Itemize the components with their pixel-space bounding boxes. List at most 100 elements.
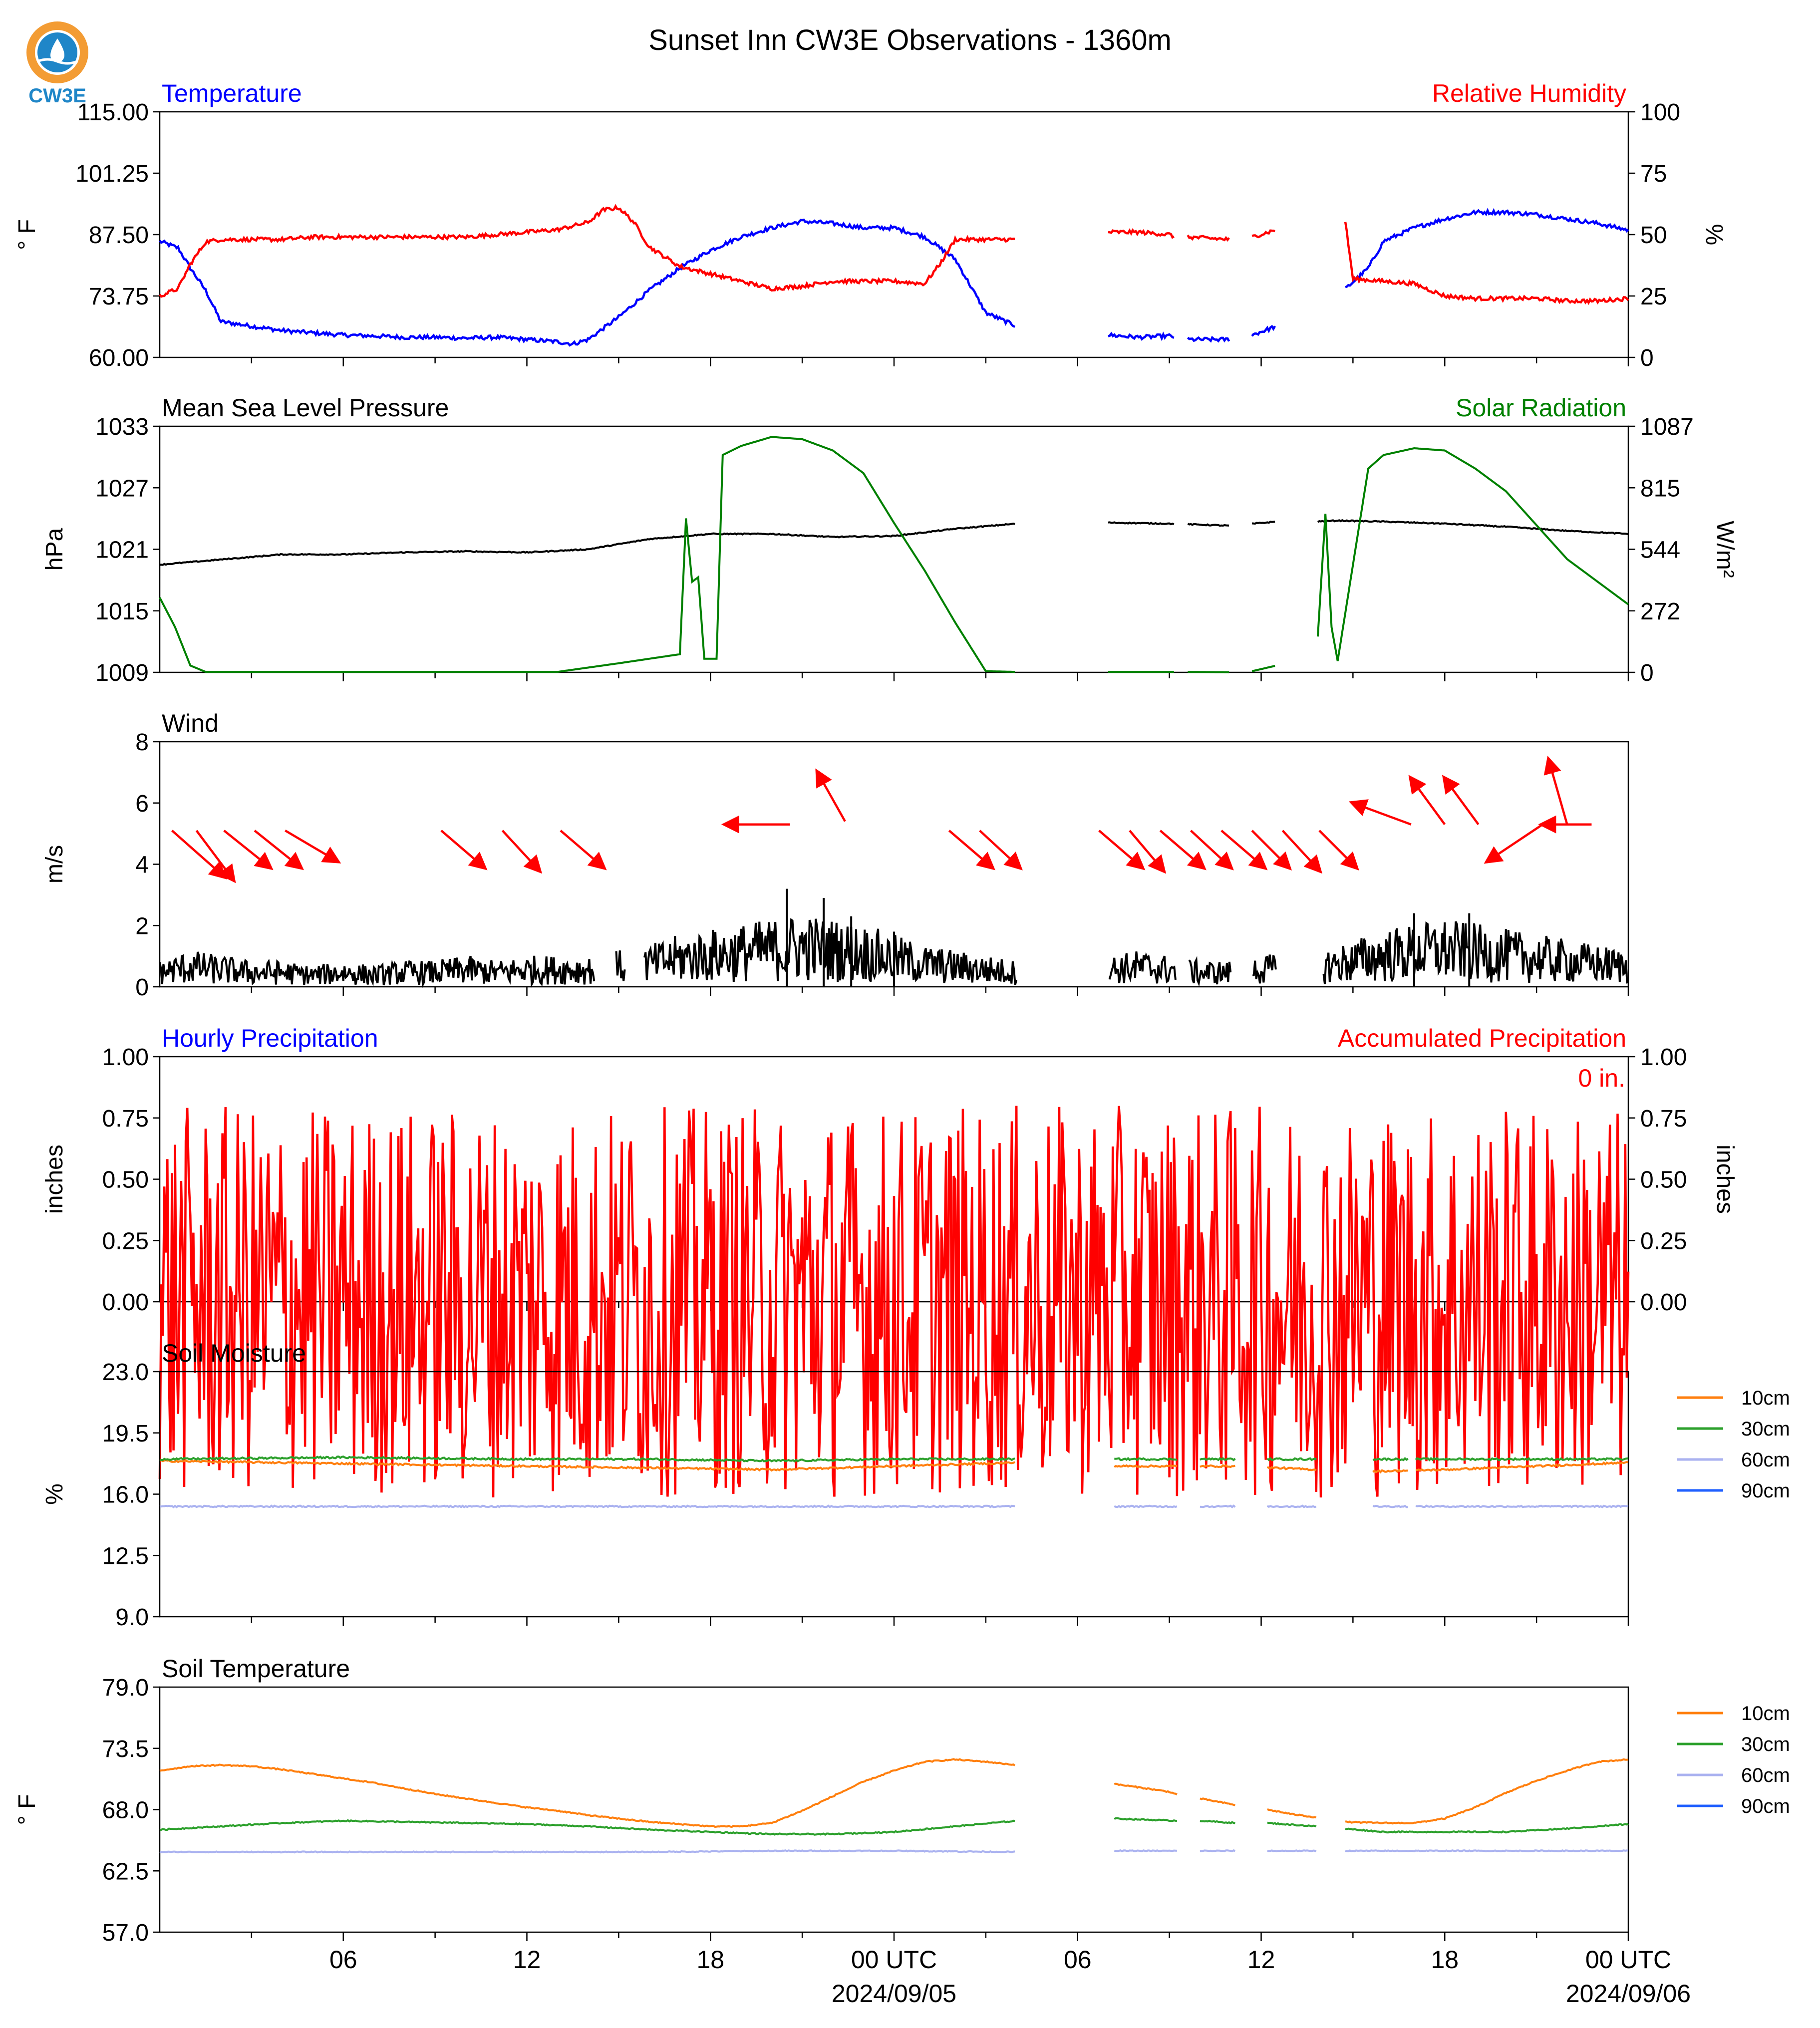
wind-direction-arrow xyxy=(1129,830,1167,874)
y-tick-label-right: 1087 xyxy=(1640,414,1694,440)
panels-container: Temperature Relative Humidity60.0073.7587… xyxy=(14,79,1790,1946)
panel-title-left: Temperature xyxy=(162,79,302,107)
panel-title-left: Wind xyxy=(162,709,219,737)
y-tick-label-left: 115.00 xyxy=(77,99,149,126)
panel-title-left: Soil Temperature xyxy=(162,1655,350,1683)
wind-direction-arrow xyxy=(560,830,607,870)
x-tick-label: 06 xyxy=(329,1946,357,1974)
y-tick-label-left: 16.0 xyxy=(102,1482,149,1508)
wind-direction-arrow xyxy=(1543,756,1568,825)
wind-direction-arrow xyxy=(254,830,304,870)
y-axis-label-right: % xyxy=(1701,224,1727,246)
wind-direction-arrow xyxy=(285,830,341,864)
series-humidity xyxy=(158,1106,1630,1498)
x-tick-label: 18 xyxy=(696,1946,724,1974)
legend-label-60cm: 60cm xyxy=(1741,1764,1790,1786)
y-tick-label-left: 1009 xyxy=(95,660,149,686)
panel-soil-temperature: Soil Temperature 57.0 62.5 68.0 73.5 79.0 ° F 1… xyxy=(14,1655,1790,1946)
series-soil_30cm xyxy=(159,1817,1629,1836)
y-tick-label-left: 4 xyxy=(135,852,149,878)
y-axis-label-left: % xyxy=(41,1483,68,1505)
legend-label-10cm: 10cm xyxy=(1741,1387,1790,1409)
y-tick-label-right: 272 xyxy=(1640,598,1680,625)
y-tick-label-left: 87.50 xyxy=(89,222,149,249)
wind-direction-arrow xyxy=(815,768,846,822)
y-tick-label-left: 8 xyxy=(135,729,149,756)
wind-direction-arrow xyxy=(1251,830,1292,871)
x-tick-label: 06 xyxy=(1064,1946,1092,1974)
wind-direction-arrow xyxy=(440,830,488,870)
y-axis-label-left: ° F xyxy=(14,1794,40,1825)
y-tick-label-left: 73.75 xyxy=(89,284,149,310)
panel-title-right: Accumulated Precipitation xyxy=(1338,1024,1626,1052)
y-tick-label-right: 0.50 xyxy=(1640,1167,1687,1193)
y-tick-label-left: 79.0 xyxy=(102,1675,149,1701)
legend-label-30cm: 30cm xyxy=(1741,1734,1790,1755)
y-tick-label-right: 0 xyxy=(1640,345,1654,371)
y-tick-label-right: 75 xyxy=(1640,161,1667,187)
series-soil_10cm xyxy=(159,1758,1629,1828)
panel-temperature-humidity: Temperature Relative Humidity 60.00 73.75 87… xyxy=(14,79,1727,371)
series-temperature xyxy=(159,208,1629,347)
y-tick-label-right: 100 xyxy=(1640,99,1680,126)
y-axis-label-left: ° F xyxy=(14,219,40,250)
x-tick-label: 12 xyxy=(513,1946,541,1974)
wind-direction-arrow xyxy=(948,830,995,870)
x-date-label: 2024/09/06 xyxy=(1566,1980,1691,2008)
wind-direction-arrow xyxy=(1159,830,1207,870)
x-tick-label: 18 xyxy=(1431,1946,1459,1974)
y-tick-label-right: 1.00 xyxy=(1640,1044,1687,1071)
logo-drop-icon xyxy=(50,38,64,62)
y-tick-label-left: 0 xyxy=(135,974,149,1001)
legend: 10cm 30cm 60cm 90cm xyxy=(1677,1703,1790,1817)
panel-title-left: Soil Moisture xyxy=(162,1339,306,1367)
x-tick-label: 00 UTC xyxy=(1585,1946,1671,1974)
y-tick-label-left: 23.0 xyxy=(102,1359,149,1386)
accumulated-precip-annotation: 0 in. xyxy=(1578,1064,1625,1092)
y-tick-label-left: 0.00 xyxy=(102,1289,149,1316)
wind-direction-arrow xyxy=(1442,775,1480,826)
series-pressure xyxy=(159,519,1629,566)
wind-direction-arrow xyxy=(1318,830,1359,871)
wind-direction-arrow xyxy=(1408,775,1446,826)
y-tick-label-left: 62.5 xyxy=(102,1858,149,1885)
y-tick-label-left: 12.5 xyxy=(102,1543,149,1569)
y-tick-label-right: 0 xyxy=(1640,660,1654,686)
cw3e-logo: CW3E xyxy=(26,21,88,107)
y-tick-label-left: 9.0 xyxy=(115,1604,149,1631)
y-tick-label-left: 0.50 xyxy=(102,1167,149,1193)
y-tick-label-left: 60.00 xyxy=(89,345,149,371)
logo-text: CW3E xyxy=(28,85,86,107)
y-tick-label-left: 1.00 xyxy=(102,1044,149,1071)
y-tick-label-left: 2 xyxy=(135,913,149,939)
y-tick-label-right: 50 xyxy=(1640,222,1667,249)
legend-label-90cm: 90cm xyxy=(1741,1795,1790,1817)
panel-precipitation: Hourly Precipitation Accumulated Precipit… xyxy=(41,1024,1738,1498)
figure-title: Sunset Inn CW3E Observations - 1360m xyxy=(648,24,1172,56)
legend-label-10cm: 10cm xyxy=(1741,1703,1790,1725)
y-tick-label-left: 1015 xyxy=(95,598,149,625)
wind-direction-arrow xyxy=(979,830,1023,870)
panel-title-left: Mean Sea Level Pressure xyxy=(162,394,449,422)
y-axis-label-left: inches xyxy=(41,1145,68,1214)
wind-direction-arrow xyxy=(223,830,274,870)
series-soil_10cm xyxy=(159,1459,1628,1474)
wind-direction-arrow xyxy=(171,830,228,880)
x-tick-label: 00 UTC xyxy=(851,1946,937,1974)
y-tick-label-left: 19.5 xyxy=(102,1421,149,1447)
y-tick-label-left: 68.0 xyxy=(102,1797,149,1824)
y-tick-label-right: 0.00 xyxy=(1640,1289,1687,1316)
x-tick-label: 12 xyxy=(1247,1946,1275,1974)
y-tick-label-right: 0.25 xyxy=(1640,1228,1687,1254)
legend: 10cm 30cm 60cm 90cm xyxy=(1677,1387,1790,1502)
series-humidity xyxy=(159,204,1629,305)
wind-direction-arrow xyxy=(1098,830,1146,870)
y-tick-label-left: 1027 xyxy=(95,475,149,502)
series-soil_30cm xyxy=(159,1455,1629,1463)
series-wind xyxy=(159,918,1629,989)
time-axis: 06 12 18 00 UTC 06 12 18 00 UTC 2024/09/05 2024/0… xyxy=(329,1946,1691,2008)
wind-direction-arrow xyxy=(1484,823,1543,864)
y-tick-label-left: 0.75 xyxy=(102,1106,149,1132)
y-tick-label-left: 73.5 xyxy=(102,1736,149,1762)
